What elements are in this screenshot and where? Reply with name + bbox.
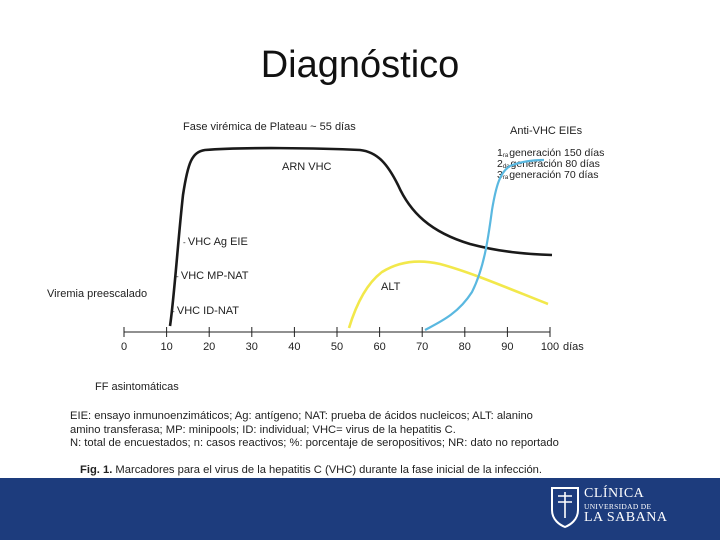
x-tick-label: 10 [160,341,172,353]
plateau-label: Fase virémica de Plateau ~ 55 días [183,121,356,133]
legend-line: N: total de encuestados; n: casos reacti… [70,437,559,450]
x-tick-label: 0 [121,341,127,353]
generation-item: 1rageneración 150 días [497,147,604,159]
anti-vhc-curve [424,158,545,331]
anti-vhc-label: Anti-VHC EIEs [510,125,583,137]
caption-text: Marcadores para el virus de la hepatitis… [112,464,543,476]
figure-caption: Fig. 1. Marcadores para el virus de la h… [80,464,542,476]
logo-line-1: CLÍNICA [584,486,645,501]
x-tick-label: 80 [459,341,471,353]
crest-icon [551,487,579,529]
ff-label: FF asintomáticas [95,381,179,393]
x-tick-label: 70 [416,341,428,353]
caption-prefix: Fig. 1. [80,464,113,476]
x-tick-label: 20 [203,341,215,353]
generation-item: 3rageneración 70 días [497,169,599,181]
legend-line: amino transferasa; MP: minipools; ID: in… [70,423,456,436]
x-tick-label: 30 [246,341,258,353]
x-tick-label: 60 [373,341,385,353]
slide-title: Diagnóstico [260,44,460,86]
x-ticks: 0 10 20 30 40 50 60 70 80 90 100 [121,327,559,353]
rna-label: ARN VHC [282,161,332,173]
marker-id-nat: - VHC ID-NAT [172,305,239,317]
footer-bar [0,478,720,540]
logo-line-2: UNIVERSIDAD DE [584,502,652,511]
x-tick-label: 40 [288,341,300,353]
y-axis-label: Viremia preescalado [47,288,147,300]
alt-label: ALT [381,281,401,293]
alt-curve [347,260,549,329]
marker-ag-eie: - VHC Ag EIE [183,236,248,248]
university-logo [551,487,579,529]
legend-text: EIE: ensayo inmunoenzimáticos; Ag: antíg… [70,410,630,451]
x-tick-label: 50 [331,341,343,353]
marker-mp-nat: - VHC MP-NAT [176,270,249,282]
x-axis-unit: días [563,341,584,353]
x-tick-label: 90 [501,341,513,353]
logo-line-3: LA SABANA [584,510,668,525]
rna-curve [168,146,553,327]
x-tick-label: 100 [541,341,559,353]
legend-line: EIE: ensayo inmunoenzimáticos; Ag: antíg… [70,410,533,422]
